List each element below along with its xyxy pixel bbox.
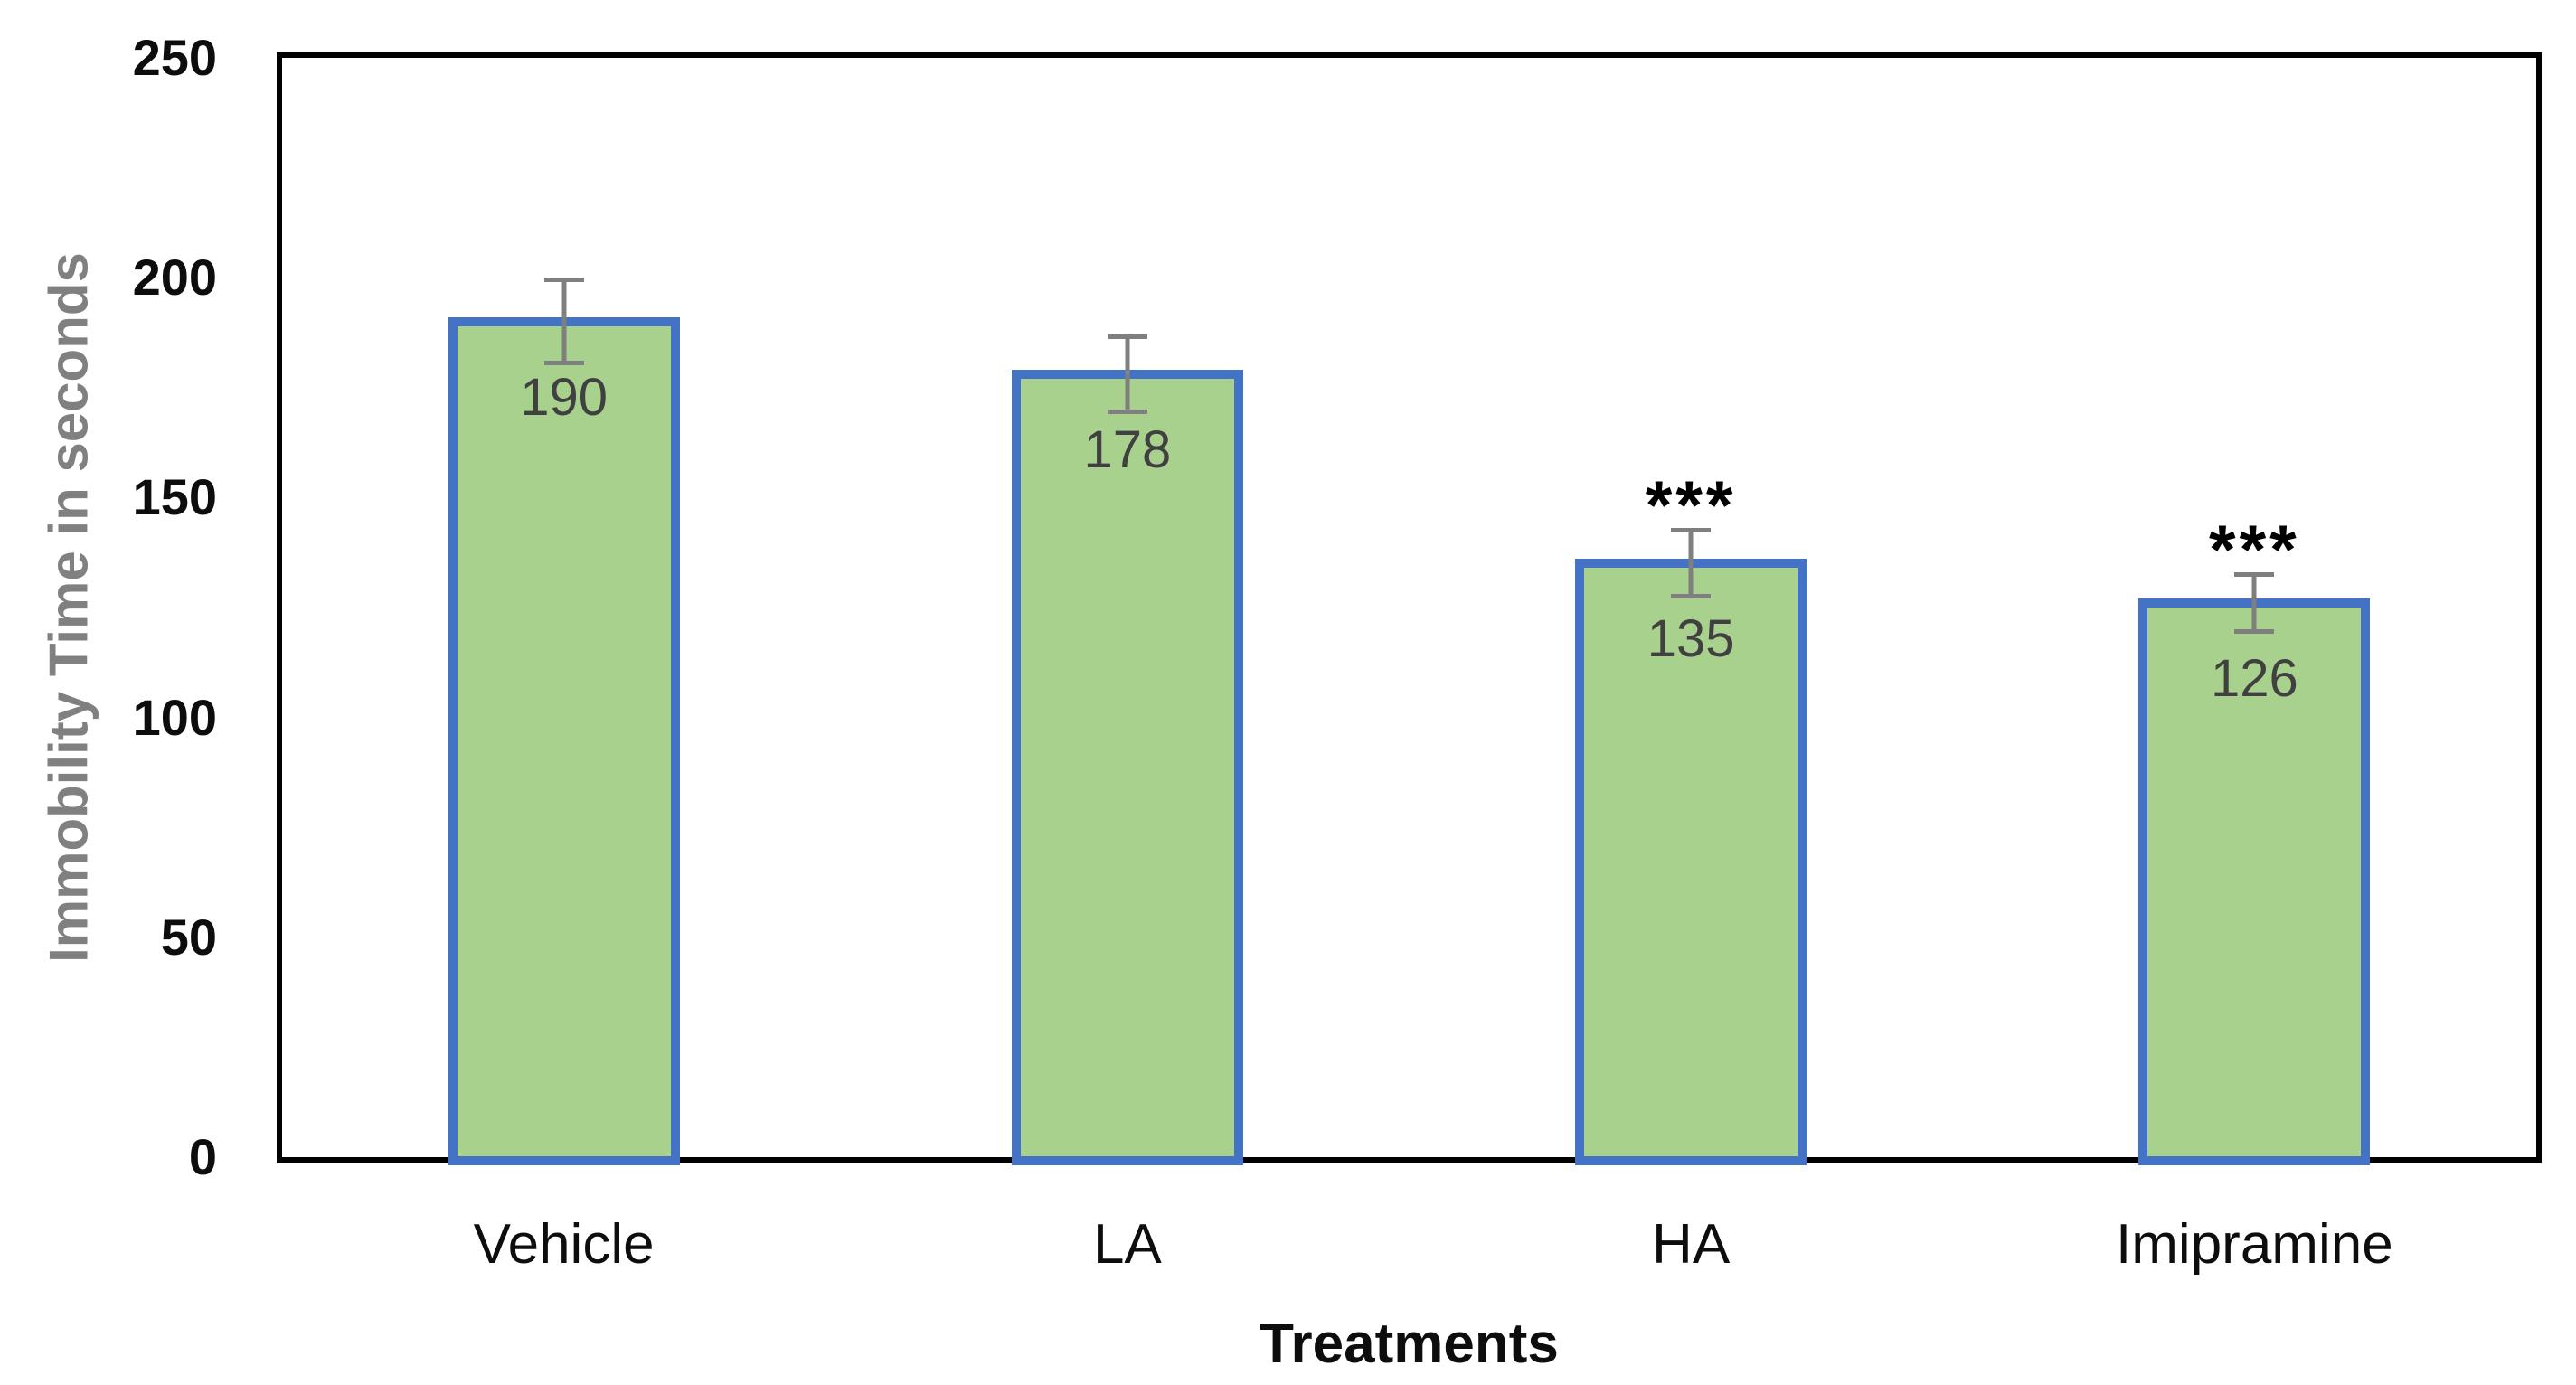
data-label-imipramine: 126 (2210, 649, 2298, 709)
error-bar-cap-bot-ha (1671, 594, 1712, 599)
error-bar-cap-bot-imipramine (2234, 629, 2275, 635)
error-bar-line-ha (1688, 528, 1694, 599)
bar-slot-imipramine: 126 *** Imipramine (1973, 58, 2536, 1273)
data-label-la: 178 (1083, 420, 1172, 480)
bar-imipramine: 126 (2138, 598, 2371, 1165)
x-tick-label-imipramine: Imipramine (2116, 1213, 2393, 1276)
y-tick-label-150: 150 (132, 468, 217, 526)
error-bar-cap-bot-vehicle (543, 361, 584, 366)
error-bar-imipramine (2234, 572, 2275, 635)
error-bar-line-imipramine (2251, 572, 2257, 635)
bar-slot-vehicle: 190 Vehicle (282, 58, 845, 1273)
error-bar-la (1107, 334, 1147, 414)
error-bar-cap-top-la (1107, 334, 1147, 340)
y-tick-label-200: 200 (132, 249, 217, 306)
x-axis-title: Treatments (1260, 1313, 1559, 1375)
bar-ha: 135 (1575, 559, 1807, 1165)
x-tick-label-ha: HA (1652, 1213, 1731, 1276)
error-bar-vehicle (543, 278, 584, 366)
y-tick-label-250: 250 (132, 29, 217, 86)
bar-vehicle: 190 (448, 316, 680, 1165)
x-tick-label-la: LA (1092, 1213, 1162, 1276)
bar-slot-la: 178 LA (845, 58, 1409, 1273)
y-tick-label-0: 0 (188, 1128, 217, 1185)
plot-area: 190 Vehicle 178 LA 135 *** HA 126 *** Imipramine (277, 52, 2542, 1273)
y-tick-label-50: 50 (160, 908, 217, 966)
error-bar-cap-top-ha (1671, 528, 1712, 533)
error-bar-line-la (1125, 334, 1130, 414)
bar-slot-ha: 135 *** HA (1410, 58, 1973, 1273)
x-tick-label-vehicle: Vehicle (473, 1213, 655, 1276)
error-bar-line-vehicle (561, 278, 567, 366)
y-tick-label-100: 100 (132, 688, 217, 746)
bar-la: 178 (1011, 370, 1243, 1165)
error-bar-ha (1671, 528, 1712, 599)
error-bar-cap-bot-la (1107, 409, 1147, 414)
significance-marker-imipramine: *** (2209, 512, 2300, 589)
error-bar-cap-top-vehicle (543, 278, 584, 283)
error-bar-cap-top-imipramine (2234, 572, 2275, 578)
significance-marker-ha: *** (1645, 467, 1737, 545)
data-label-ha: 135 (1647, 609, 1735, 669)
y-axis-title: Immobility Time in seconds (38, 252, 99, 963)
data-label-vehicle: 190 (520, 367, 609, 427)
